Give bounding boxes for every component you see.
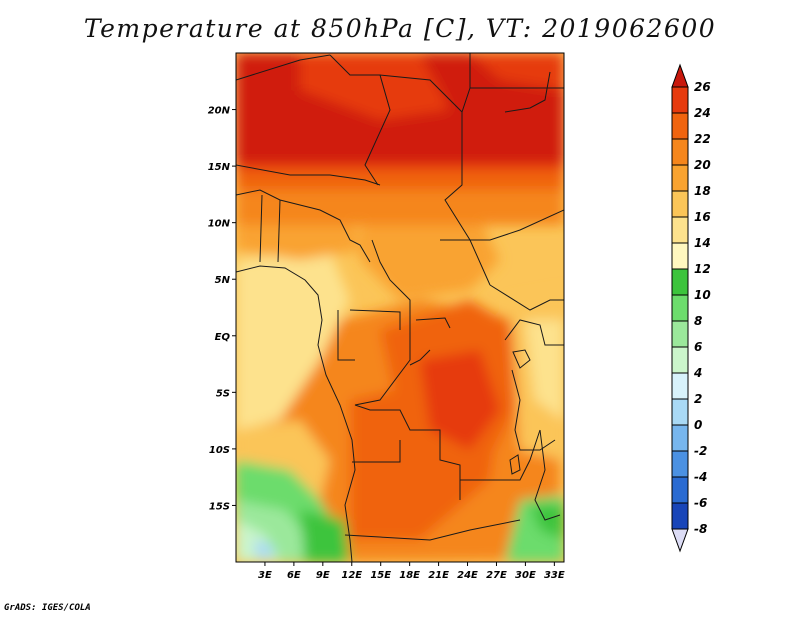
colorbar-cell <box>671 268 689 296</box>
y-tick-label: 10N <box>208 219 231 230</box>
colorbar-cell <box>671 138 689 166</box>
colorbar-cell <box>671 242 689 270</box>
x-tick-label: 18E <box>399 570 420 581</box>
plot-frame <box>235 52 565 563</box>
x-tick-label: 3E <box>258 570 272 581</box>
x-tick-label: 30E <box>515 570 536 581</box>
colorbar-cell <box>671 346 689 374</box>
y-tick-label: 5N <box>215 275 231 286</box>
y-tick-label: 10S <box>209 445 230 456</box>
colorbar-cell <box>671 502 689 530</box>
colorbar-label: 22 <box>694 132 711 146</box>
x-tick-label: 6E <box>287 570 301 581</box>
x-tick-label: 9E <box>316 570 330 581</box>
x-tick-label: 21E <box>428 570 449 581</box>
y-tick-label: 5S <box>216 388 230 399</box>
colorbar-label: 16 <box>694 210 711 224</box>
colorbar-cell <box>671 190 689 218</box>
colorbar-cell <box>671 320 689 348</box>
colorbar-cell <box>671 398 689 426</box>
x-axis: 3E 6E 9E 12E 15E 18E 21E 24E 27E 30E 33E <box>258 562 565 581</box>
colorbar-cell <box>671 216 689 244</box>
colorbar-label: 18 <box>694 184 711 198</box>
colorbar-label: 2 <box>694 392 702 406</box>
colorbar-label: 24 <box>694 106 711 120</box>
y-axis: 20N 15N 10N 5N EQ 5S 10S 15S <box>208 106 236 512</box>
y-tick-label: 15N <box>208 162 231 173</box>
x-tick-label: 33E <box>544 570 565 581</box>
x-tick-label: 24E <box>457 570 478 581</box>
colorbar-cell <box>671 450 689 478</box>
colorbar-top-arrow <box>671 63 689 88</box>
colorbar-cell <box>671 112 689 140</box>
colorbar-label: 0 <box>694 418 702 432</box>
colorbar-label: 6 <box>694 340 702 354</box>
temperature-field <box>236 53 564 562</box>
grads-credit: GrADS: IGES/COLA <box>4 603 91 613</box>
colorbar-cell <box>671 86 689 114</box>
colorbar-cell <box>671 476 689 504</box>
colorbar-label: 8 <box>694 314 702 328</box>
y-tick-label: 20N <box>208 106 231 117</box>
colorbar-label: -2 <box>694 444 707 458</box>
x-tick-label: 12E <box>341 570 362 581</box>
colorbar-label: 20 <box>694 158 711 172</box>
colorbar-bottom-arrow <box>671 528 689 553</box>
map-title: Temperature at 850hPa [C], VT: 201906260… <box>83 14 717 43</box>
colorbar-label: 26 <box>694 80 711 94</box>
colorbar-label: -8 <box>694 522 707 536</box>
colorbar-cell <box>671 164 689 192</box>
y-tick-label: 15S <box>209 501 230 512</box>
colorbar-label: -4 <box>694 470 707 484</box>
colorbar-cell <box>671 372 689 400</box>
colorbar-cell <box>671 294 689 322</box>
colorbar-cell <box>671 424 689 452</box>
colorbar-label: -6 <box>694 496 707 510</box>
colorbar-label: 10 <box>694 288 711 302</box>
x-tick-label: 15E <box>370 570 391 581</box>
colorbar-label: 14 <box>694 236 711 250</box>
political-boundaries <box>236 53 564 562</box>
y-tick-label: EQ <box>215 332 231 343</box>
colorbar-label: 12 <box>694 262 711 276</box>
colorbar-label: 4 <box>693 366 702 380</box>
x-tick-label: 27E <box>486 570 507 581</box>
